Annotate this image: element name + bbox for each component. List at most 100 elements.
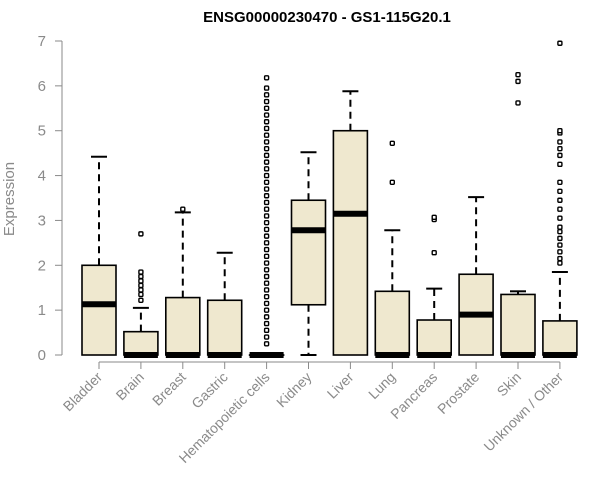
outlier-point [138,278,144,284]
outlier-point [557,224,563,230]
outlier-point [263,287,270,293]
y-tick-label: 0 [38,347,46,364]
x-tick-label: Pancreas [387,369,440,422]
outlier-point [180,206,186,212]
y-tick-label: 6 [38,78,46,95]
outlier-point [389,179,395,186]
outlier-point [515,71,521,78]
outlier-point [263,179,270,186]
y-axis: 0 1 2 3 4 5 6 7 [38,33,63,364]
outlier-point [263,98,270,105]
box-group-kidney [290,151,327,356]
outlier-point [557,145,563,152]
outlier-point [263,273,270,280]
outlier-point [389,140,395,146]
outlier-point [263,105,270,111]
box-iqr [332,129,369,356]
outlier-point [263,246,270,253]
outlier-point [557,139,563,145]
y-tick-label: 4 [38,168,46,185]
box-iqr [81,264,117,356]
outlier-point [557,242,563,248]
box-group-bladder [81,155,117,356]
outlier-point [431,250,437,256]
chart-title: ENSG00000230470 - GS1-115G20.1 [203,9,451,26]
outlier-point [263,159,270,165]
outlier-point [557,128,563,134]
outlier-point [557,161,563,168]
x-tick-label: Breast [149,369,189,409]
y-tick-label: 5 [38,123,46,140]
outlier-point [263,341,270,347]
outlier-point [263,300,270,307]
box-group-skin [500,71,536,358]
box-group-breast [165,206,201,358]
outlier-point [557,255,563,262]
outlier-point [557,235,563,242]
outlier-point [263,199,270,206]
outlier-point [557,206,563,212]
box-group-unknown-other [542,40,578,358]
outlier-point [263,186,270,192]
box-iqr [165,296,201,356]
box-group-pancreas [416,214,453,358]
outlier-point [263,213,270,219]
outlier-point [263,293,270,300]
outlier-point [263,132,270,138]
outlier-point [263,219,270,226]
x-tick-label: Skin [494,369,525,400]
outlier-point [263,327,270,334]
outlier-point [263,260,270,266]
y-axis-label: Expression [1,162,18,236]
outlier-point [138,287,144,293]
outlier-point [138,269,144,275]
outlier-point [557,188,563,194]
outlier-point [263,85,270,91]
box-group-gastric [206,251,243,358]
outlier-point [263,307,270,313]
outlier-point [557,197,563,203]
box-group-hematopoietic-cells [248,75,285,358]
y-tick-label: 2 [38,257,46,274]
outlier-point [263,267,270,273]
outlier-point [138,231,144,237]
box-group-lung [374,140,411,358]
x-tick-label: Kidney [273,369,315,411]
outlier-point [263,166,270,172]
outlier-point [557,228,563,235]
outlier-point [557,215,563,221]
x-tick-label: Brain [113,369,147,403]
outlier-point [263,112,270,118]
plot-area [81,40,578,358]
x-tick-label: Unknown / Other [480,369,566,455]
outlier-point [515,100,521,106]
box-group-liver [332,90,369,356]
x-tick-label: Bladder [60,369,106,415]
outlier-point [263,226,270,233]
outlier-point [263,119,270,125]
outlier-point [138,291,144,298]
outlier-point [263,334,270,340]
y-tick-label: 7 [38,33,46,50]
y-tick-label: 3 [38,212,46,229]
outlier-point [263,253,270,260]
y-tick-label: 1 [38,302,46,319]
outlier-point [263,280,270,286]
box-iqr [542,320,578,356]
outlier-point [263,75,270,81]
box-iqr [206,299,243,356]
outlier-point [557,152,563,159]
outlier-point [557,249,563,255]
outlier-point [263,233,270,239]
outlier-point [263,125,270,132]
outlier-point [515,78,521,85]
outlier-point [263,92,270,98]
outlier-point [263,240,270,246]
x-tick-label: Lung [365,369,398,402]
x-tick-label: Liver [324,369,357,402]
outlier-point [263,320,270,327]
outlier-point [138,282,144,289]
x-tick-label: Prostate [434,369,482,417]
